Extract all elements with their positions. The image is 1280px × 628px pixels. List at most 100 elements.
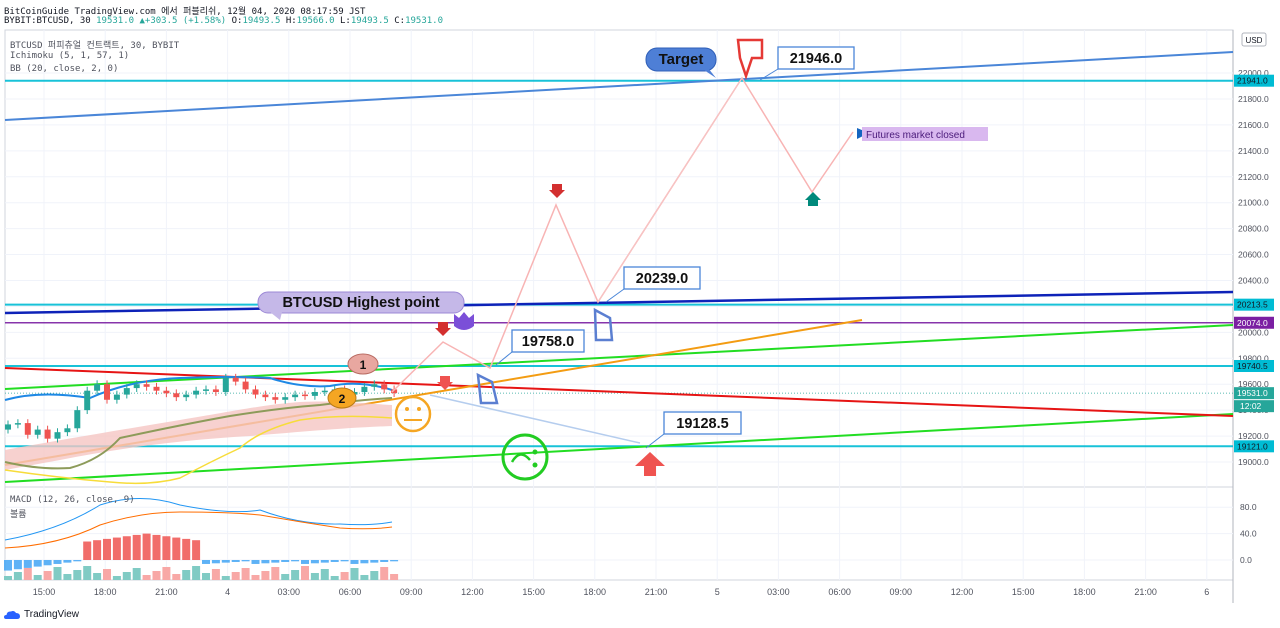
x-tick-label: 03:00 (278, 587, 301, 597)
confused-face-eye (532, 449, 538, 455)
macd-histogram-bar (320, 560, 329, 563)
x-tick-label: 09:00 (400, 587, 423, 597)
macd-histogram-bar (390, 560, 399, 562)
candle-body (391, 389, 398, 394)
legend-ichimoku[interactable]: Ichimoku (5, 1, 57, 1) (10, 51, 130, 61)
callout-19758 (511, 329, 585, 353)
macd-histogram-bar (33, 560, 42, 567)
pointing-down-hand-icon (736, 38, 764, 80)
macd-histogram-bar (162, 536, 171, 560)
low-value: 19493.5 (350, 16, 389, 26)
tradingview-brand: TradingView (24, 609, 80, 620)
macd-histogram-bar (103, 538, 111, 560)
candle-body (292, 394, 299, 398)
x-tick-label: 15:00 (33, 587, 56, 597)
down-arrow-icon (549, 184, 565, 198)
macd-line (4, 498, 393, 541)
neutral-face-eye (417, 407, 421, 411)
neutral-face-eye (405, 407, 409, 411)
x-tick-label: 06:00 (828, 587, 851, 597)
level-price-text: 19121.0 (1237, 441, 1268, 451)
volume-bar (63, 574, 72, 580)
currency-badge (1241, 32, 1267, 47)
macd-histogram-bar (93, 540, 102, 560)
y-tick-label: 21600.0 (1238, 120, 1269, 130)
price-change: +303.5 (+1.58%) (144, 16, 227, 26)
macd-histogram-bar (112, 537, 121, 560)
level-price-text: 20213.5 (1237, 300, 1268, 310)
macd-histogram-bar (340, 560, 349, 562)
confused-face-mouth (510, 453, 531, 463)
x-tick-label: 18:00 (94, 587, 117, 597)
y-tick-label: 20600.0 (1238, 250, 1269, 260)
legend-bb[interactable]: BB (20, close, 2, 0) (10, 64, 119, 74)
symbol-text: BYBIT:BTCUSD, 30 (4, 16, 91, 26)
tradingview-logo[interactable]: TradingView (4, 609, 79, 620)
macd-histogram-bar (43, 560, 52, 566)
pointing-hand-icon (476, 372, 499, 405)
confused-face-eye (532, 462, 538, 468)
macd-histogram-bar (350, 560, 359, 564)
volume-bar (251, 575, 260, 580)
candle-body (232, 377, 239, 382)
legend-main[interactable]: BTCUSD 퍼피츄얼 컨트랙트, 30, BYBIT (10, 41, 180, 51)
legend-volume[interactable]: 볼륨 (10, 510, 27, 520)
candle-body (381, 384, 388, 390)
macd-histogram-bar (261, 560, 270, 564)
y-tick-label: 20400.0 (1238, 275, 1269, 285)
volume-bar (93, 573, 102, 580)
publish-text: BitCoinGuide TradingView.com 에서 퍼블리쉬, 12… (4, 7, 366, 17)
candle-body (183, 394, 190, 398)
y-tick-label: 20000.0 (1238, 327, 1269, 337)
macd-histogram-bar (142, 533, 151, 560)
neutral-face-icon (394, 395, 432, 433)
candle-body (104, 384, 110, 400)
volume-bar (112, 576, 121, 580)
highest-point-callout-text: BTCUSD Highest point (282, 295, 439, 311)
macd-histogram-bar (370, 560, 379, 563)
candle-body (173, 393, 180, 398)
x-tick-label: 12:00 (461, 587, 484, 597)
futures-closed-text: Futures market closed (866, 130, 965, 141)
x-tick-label: 4 (225, 587, 230, 597)
macd-histogram-bar (281, 560, 290, 562)
x-tick-label: 09:00 (890, 587, 913, 597)
volume-bar (310, 573, 319, 580)
x-tick-label: 15:00 (522, 587, 545, 597)
ichimoku-cloud (5, 401, 392, 470)
macd-histogram-bar (271, 560, 280, 563)
macd-histogram-bar (192, 540, 201, 560)
marker-2 (327, 387, 357, 409)
y-tick-label: 19600.0 (1238, 379, 1269, 389)
green-lower-channel (4, 413, 1234, 483)
candle-body (371, 384, 378, 387)
callout-19758-text: 19758.0 (522, 334, 574, 350)
target-callout-tail (704, 68, 716, 78)
x-tick-label: 21:00 (155, 587, 178, 597)
candle-body (123, 388, 130, 395)
macd-histogram-bar (122, 536, 131, 560)
volume-bar (390, 574, 399, 580)
candle-body (94, 384, 101, 391)
legend-macd[interactable]: MACD (12, 26, close, 9) (10, 495, 135, 505)
bearish-alt-path (429, 394, 641, 444)
volume-bar (13, 572, 22, 580)
volume-bar (53, 567, 62, 580)
callout-19128-text: 19128.5 (676, 416, 728, 432)
candle-body (302, 394, 308, 397)
level-price-badge (1234, 359, 1274, 372)
resistance-trend-line (4, 290, 1234, 315)
macd-histogram-bar (291, 560, 300, 562)
macd-histogram-bar (13, 560, 22, 570)
macd-histogram-bar (182, 538, 191, 560)
candle-body (24, 423, 31, 435)
volume-bar (271, 567, 280, 580)
devil-icon (454, 312, 474, 330)
volume-bar (202, 573, 210, 580)
volume-bar (281, 574, 290, 580)
volume-bar (142, 575, 151, 580)
volume-bar (23, 568, 32, 580)
level-price-badge (1234, 298, 1274, 311)
ichimoku-baseline (4, 397, 393, 470)
